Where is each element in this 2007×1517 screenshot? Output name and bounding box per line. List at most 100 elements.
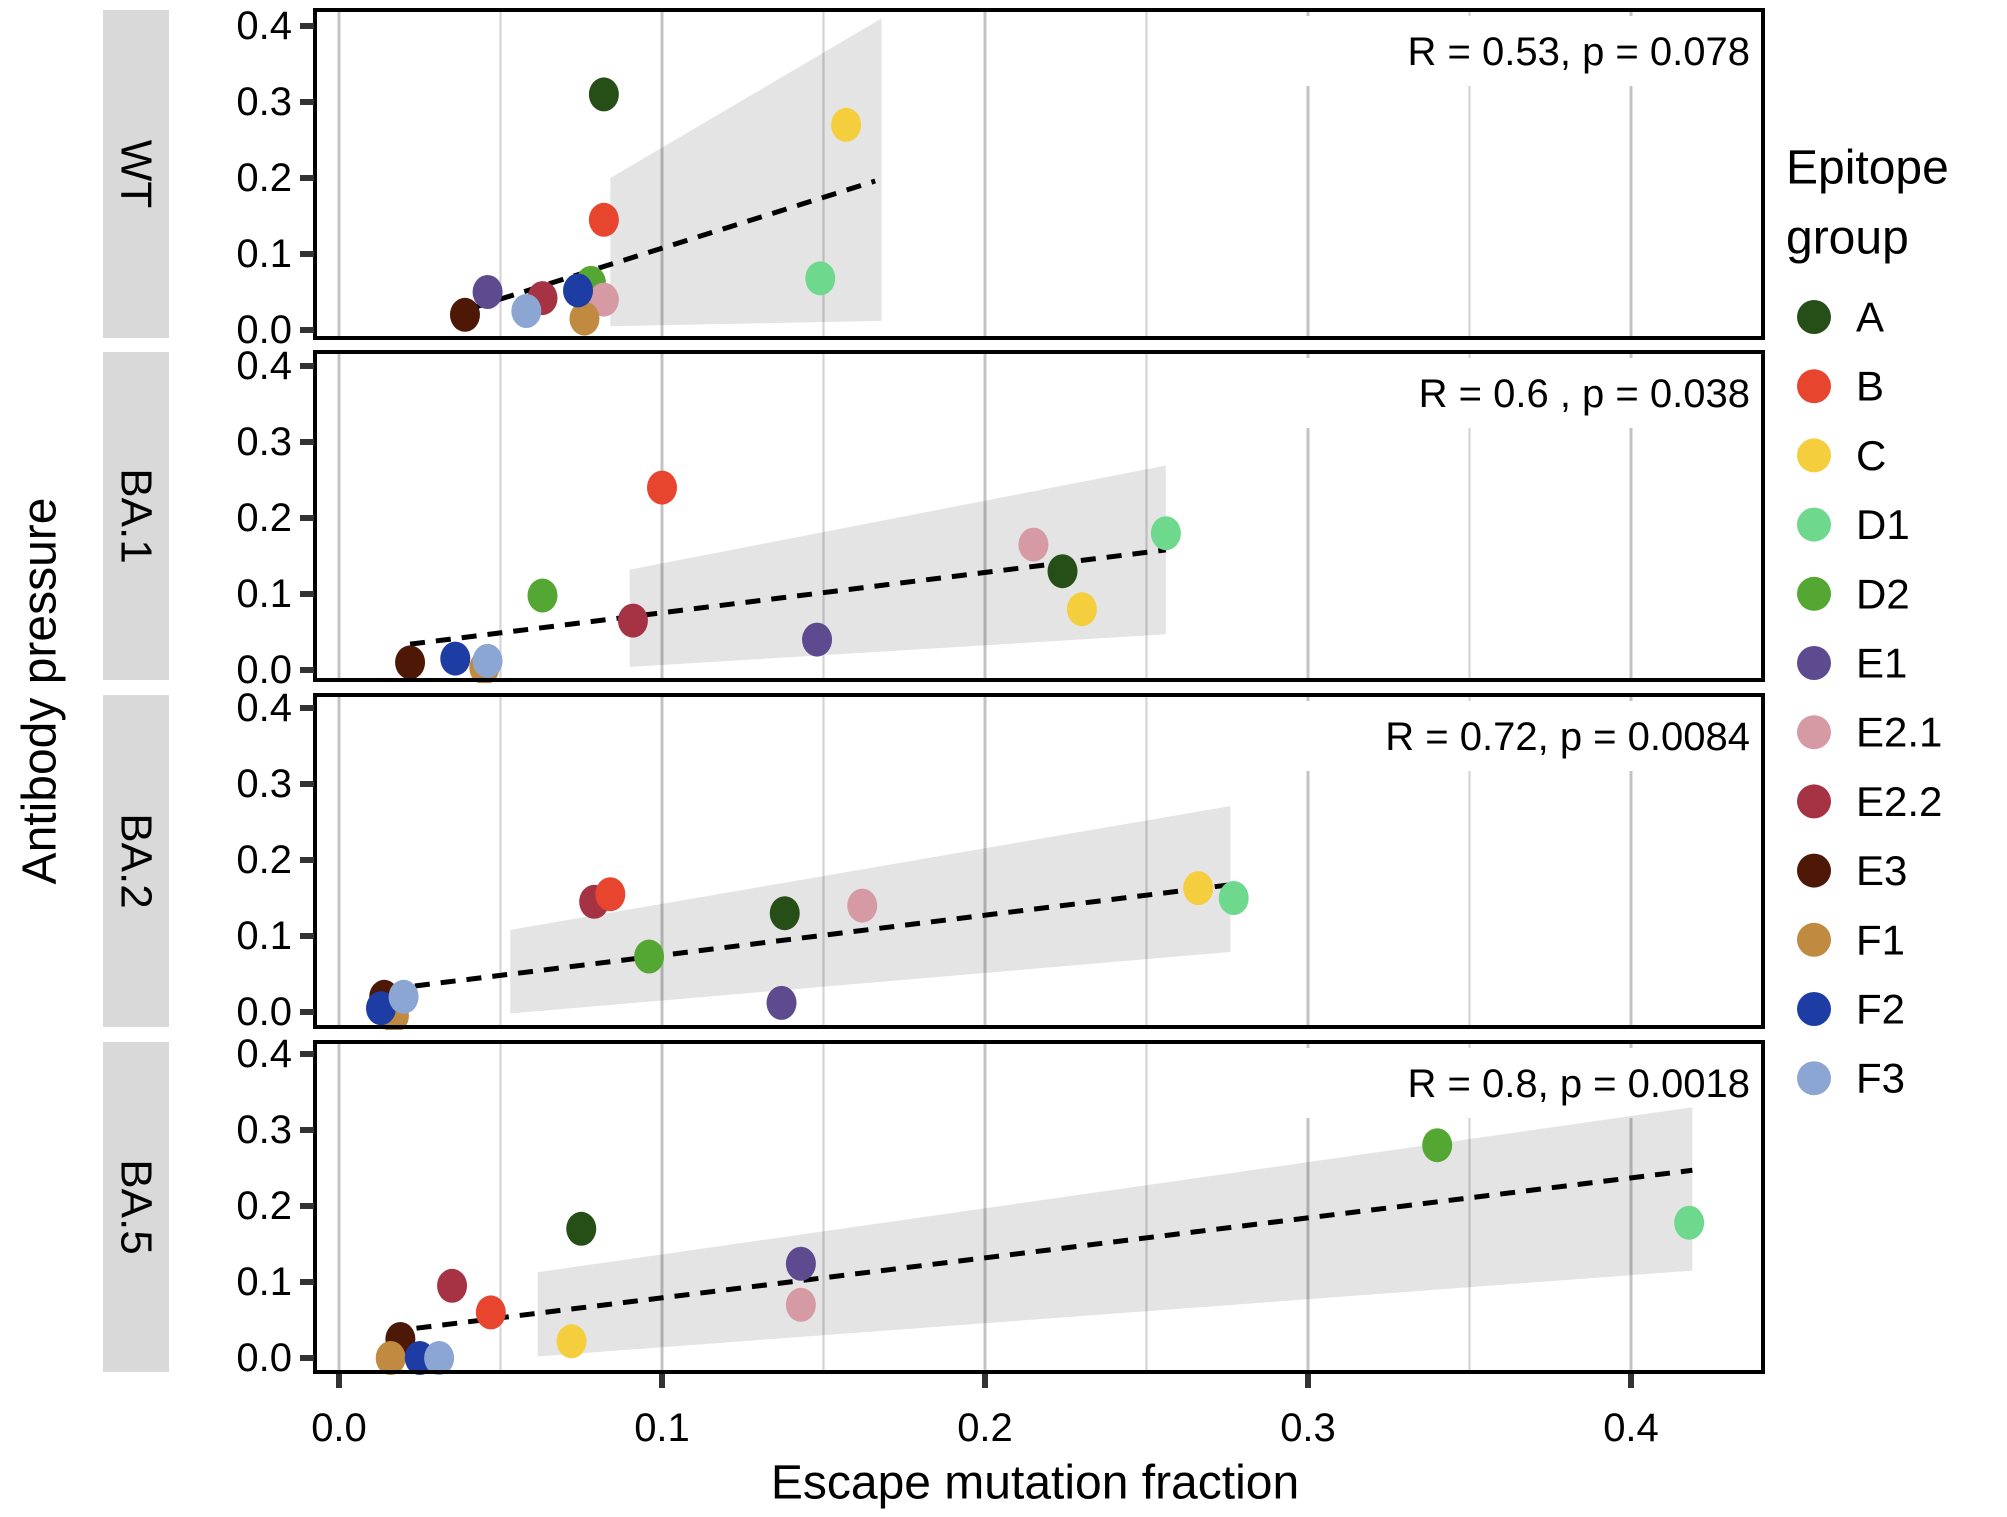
trend-line [390, 1167, 1693, 1334]
y-tick-mark [300, 705, 314, 711]
x-tick-label: 0.4 [1603, 1406, 1659, 1450]
y-tick-mark [300, 515, 314, 521]
facet-label: BA.5 [112, 1159, 161, 1254]
trend-line [409, 547, 1167, 647]
y-tick-mark [300, 933, 314, 939]
trend-line [388, 881, 1235, 992]
x-axis-title: Escape mutation fraction [771, 1457, 1299, 1510]
panel-border [313, 693, 1765, 1029]
x-tick-mark [659, 1374, 665, 1388]
y-tick-mark [300, 1051, 314, 1057]
point-D1 [1674, 1205, 1705, 1240]
legend-label-A: A [1856, 294, 1884, 341]
legend-title: group [1786, 212, 1909, 265]
y-tick-mark [300, 99, 314, 105]
y-tick-label: 0.2 [236, 1184, 292, 1228]
y-tick-mark [300, 1355, 314, 1361]
legend-label-F3: F3 [1856, 1055, 1905, 1102]
point-F1 [569, 301, 600, 336]
y-tick-mark [300, 1203, 314, 1209]
point-F2 [365, 991, 396, 1026]
point-E1 [766, 985, 797, 1020]
y-tick-label: 0.4 [236, 4, 292, 48]
point-C [1183, 871, 1214, 906]
point-D1 [1150, 516, 1181, 551]
y-tick-label: 0.1 [236, 232, 292, 276]
legend-swatch-E1 [1797, 646, 1831, 680]
y-tick-label: 0.1 [236, 572, 292, 616]
legend-label-B: B [1856, 363, 1884, 410]
point-E2.1 [588, 282, 619, 317]
legend-label-D1: D1 [1856, 501, 1910, 548]
panel-border [313, 8, 1765, 340]
legend-swatch-E2.2 [1797, 784, 1831, 819]
correlation-annotation: R = 0.53, p = 0.078 [1408, 30, 1750, 74]
panel-border [313, 1040, 1765, 1374]
point-D2 [634, 939, 665, 974]
legend-swatch-E2.1 [1797, 715, 1831, 750]
y-tick-label: 0.3 [236, 762, 292, 806]
point-F3 [388, 979, 419, 1014]
legend-swatch-B [1797, 369, 1831, 404]
x-tick-label: 0.3 [1280, 1406, 1336, 1450]
y-tick-label: 0.1 [236, 1260, 292, 1304]
point-F3 [472, 643, 503, 678]
panel-border [313, 350, 1765, 682]
legend-label-D2: D2 [1856, 570, 1910, 617]
y-tick-label: 0.2 [236, 838, 292, 882]
annotation-background [1288, 1048, 1756, 1118]
point-E2.2 [617, 603, 648, 638]
point-D2 [1422, 1128, 1453, 1163]
point-A [769, 896, 800, 931]
facet-strip [103, 1042, 169, 1372]
annotation-background [1288, 16, 1756, 86]
point-E2.1 [847, 888, 878, 923]
y-tick-mark [300, 781, 314, 787]
point-C [556, 1324, 587, 1359]
y-tick-mark [300, 1127, 314, 1133]
point-B [595, 877, 626, 912]
y-tick-label: 0.2 [236, 156, 292, 200]
point-D1 [1218, 881, 1249, 915]
confidence-band [610, 18, 882, 327]
annotation-background [1288, 358, 1756, 428]
point-C [1066, 592, 1097, 627]
y-tick-mark [300, 23, 314, 29]
y-tick-mark [300, 251, 314, 257]
correlation-annotation: R = 0.6 , p = 0.038 [1419, 372, 1750, 416]
legend-label-E2.1: E2.1 [1856, 709, 1942, 756]
point-D1 [805, 261, 836, 296]
point-B [647, 470, 677, 505]
legend-swatch-C [1797, 438, 1831, 473]
point-A [588, 77, 619, 112]
x-tick-mark [982, 1374, 988, 1388]
correlation-annotation: R = 0.72, p = 0.0084 [1385, 715, 1750, 759]
facet-label: WT [112, 140, 161, 208]
point-D2 [527, 578, 558, 613]
confidence-band [629, 465, 1166, 667]
point-A [566, 1211, 597, 1246]
x-tick-label: 0.1 [634, 1406, 690, 1450]
point-E1 [785, 1246, 816, 1281]
point-F2 [440, 641, 471, 676]
point-F1 [375, 1341, 406, 1375]
point-E2.1 [1018, 527, 1049, 562]
y-tick-mark [300, 439, 314, 445]
point-E3 [395, 645, 426, 680]
legend-label-E2.2: E2.2 [1856, 778, 1942, 825]
annotation-background [1288, 701, 1756, 771]
facet-label: BA.2 [112, 813, 161, 908]
y-tick-label: 0.4 [236, 344, 292, 388]
point-F3 [424, 1341, 455, 1375]
y-tick-mark [300, 1279, 314, 1285]
x-tick-label: 0.2 [957, 1406, 1013, 1450]
y-tick-label: 0.1 [236, 914, 292, 958]
legend-label-F2: F2 [1856, 986, 1905, 1033]
y-tick-label: 0.3 [236, 80, 292, 124]
y-tick-mark [300, 667, 314, 673]
y-tick-mark [300, 363, 314, 369]
y-tick-label: 0.0 [236, 990, 292, 1034]
y-tick-mark [300, 591, 314, 597]
correlation-annotation: R = 0.8, p = 0.0018 [1408, 1062, 1750, 1106]
facet-strip [103, 352, 169, 680]
